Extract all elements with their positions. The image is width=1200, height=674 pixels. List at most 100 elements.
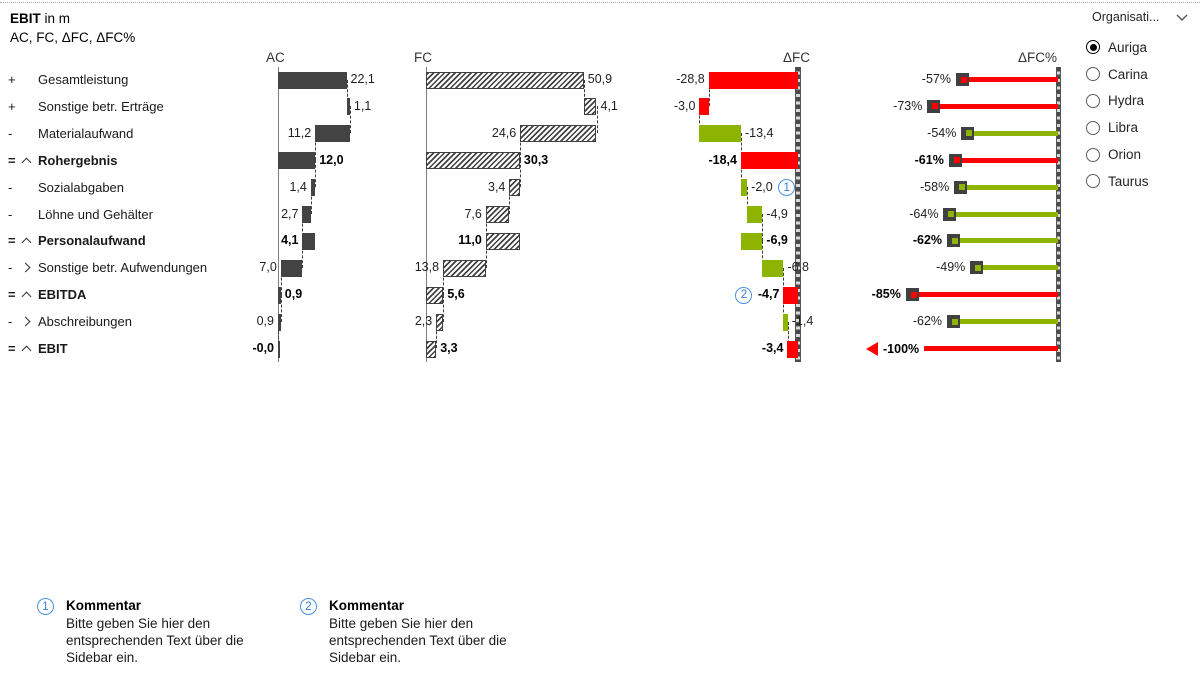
waterfall-bar-fc-gesamtleistung[interactable] bbox=[426, 71, 584, 89]
slicer-item-hydra[interactable]: Hydra bbox=[1086, 88, 1196, 115]
waterfall-bar-ac-materialaufwand[interactable] bbox=[315, 125, 350, 143]
slicer-item-libra[interactable]: Libra bbox=[1086, 114, 1196, 141]
waterfall-bar-dfc-personalaufwand[interactable] bbox=[740, 232, 763, 250]
waterfall-bar-ac-sozialabgaben[interactable] bbox=[310, 179, 316, 197]
slicer-item-auriga[interactable]: Auriga bbox=[1086, 34, 1196, 61]
connector-line bbox=[509, 187, 511, 214]
slicer-item-taurus[interactable]: Taurus bbox=[1086, 168, 1196, 195]
waterfall-bar-dfc-abschreibungen[interactable] bbox=[783, 313, 788, 331]
pin-head[interactable] bbox=[905, 288, 919, 302]
waterfall-bar-fc-sonstige-betr-ertr-ge[interactable] bbox=[583, 98, 597, 116]
radio-selected-icon[interactable] bbox=[1086, 40, 1100, 55]
pin-head[interactable] bbox=[943, 207, 957, 221]
pin-line-sonstige-betr-ertr-ge[interactable] bbox=[933, 103, 1058, 109]
waterfall-bar-fc-sonstige-betr-aufwendungen[interactable] bbox=[443, 259, 486, 277]
pct-pin-ebit[interactable]: -100% bbox=[866, 340, 1058, 357]
pin-head[interactable] bbox=[955, 73, 969, 86]
row-operator: + bbox=[8, 98, 16, 114]
chevron-right-icon[interactable] bbox=[20, 316, 31, 327]
chevron-up-icon[interactable] bbox=[21, 237, 32, 248]
waterfall-bar-ac-ebit[interactable] bbox=[278, 340, 280, 358]
waterfall-bar-dfc-rohergebnis[interactable] bbox=[740, 152, 798, 170]
pin-line-sonstige-betr-aufwendungen[interactable] bbox=[976, 265, 1058, 271]
waterfall-bar-dfc-materialaufwand[interactable] bbox=[699, 125, 741, 143]
waterfall-bar-ac-sonstige-betr-aufwendungen[interactable] bbox=[280, 259, 303, 277]
pin-head[interactable] bbox=[948, 153, 962, 167]
pin-line-abschreibungen[interactable] bbox=[953, 319, 1058, 325]
waterfall-bar-ac-gesamtleistung[interactable] bbox=[278, 71, 347, 89]
radio-icon[interactable] bbox=[1086, 120, 1100, 135]
chevron-up-icon[interactable] bbox=[21, 345, 32, 356]
pin-head[interactable] bbox=[961, 126, 975, 140]
waterfall-bar-ac-abschreibungen[interactable] bbox=[278, 313, 281, 331]
comment-marker-1-icon[interactable]: 1 bbox=[37, 598, 54, 615]
bar-value-label: -4,9 bbox=[766, 206, 788, 221]
radio-icon[interactable] bbox=[1086, 174, 1100, 189]
comment-marker-2-icon[interactable]: 2 bbox=[300, 598, 317, 615]
bar-value-label: 5,6 bbox=[447, 287, 465, 302]
waterfall-bar-dfc-gesamtleistung[interactable] bbox=[708, 71, 798, 89]
waterfall-bar-fc-personalaufwand[interactable] bbox=[485, 232, 520, 250]
pin-line-sozialabgaben[interactable] bbox=[960, 184, 1058, 190]
chevron-up-icon[interactable] bbox=[21, 291, 32, 302]
pin-head[interactable] bbox=[954, 180, 968, 194]
waterfall-bar-dfc-ebitda[interactable] bbox=[783, 286, 798, 304]
pin-head[interactable] bbox=[927, 99, 941, 113]
row-label-text: Rohergebnis bbox=[38, 152, 118, 168]
pin-line-materialaufwand[interactable] bbox=[967, 130, 1058, 136]
row-label-sonstige-betr-aufwendungen: - Sonstige betr. Aufwendungen bbox=[8, 259, 238, 276]
waterfall-bar-ac-ebitda[interactable] bbox=[278, 286, 281, 304]
row-label-text: EBITDA bbox=[38, 287, 87, 303]
slicer-header[interactable]: Organisati... bbox=[1086, 10, 1196, 28]
waterfall-bar-dfc-sozialabgaben[interactable] bbox=[740, 179, 748, 197]
radio-icon[interactable] bbox=[1086, 67, 1100, 82]
waterfall-bar-dfc-sonstige-betr-aufwendungen[interactable] bbox=[762, 259, 784, 277]
waterfall-bar-dfc-ebit[interactable] bbox=[787, 340, 798, 358]
pin-line-gesamtleistung[interactable] bbox=[961, 77, 1058, 82]
waterfall-bar-ac-sonstige-betr-ertr-ge[interactable] bbox=[346, 98, 350, 116]
waterfall-bar-fc-abschreibungen[interactable] bbox=[436, 313, 444, 331]
slicer-item-carina[interactable]: Carina bbox=[1086, 61, 1196, 88]
waterfall-bar-fc-sozialabgaben[interactable] bbox=[509, 179, 520, 197]
connector-line bbox=[310, 187, 312, 214]
waterfall-bar-ac-l-hne-und-geh-lter[interactable] bbox=[302, 206, 311, 223]
chevron-up-icon[interactable] bbox=[21, 157, 32, 168]
connector-line bbox=[278, 321, 279, 349]
row-label-sozialabgaben: - Sozialabgaben bbox=[8, 179, 238, 196]
bar-value-label: -6,9 bbox=[766, 233, 788, 248]
slicer-panel: Organisati... Auriga Carina Hydra Libra Orio… bbox=[1086, 10, 1196, 195]
waterfall-bar-fc-materialaufwand[interactable] bbox=[520, 125, 597, 143]
chart-comment-marker-1[interactable]: 1 bbox=[778, 179, 796, 197]
pin-line-ebitda[interactable] bbox=[911, 292, 1058, 298]
row-label-text: Sozialabgaben bbox=[38, 179, 125, 195]
pin-head[interactable] bbox=[947, 234, 961, 248]
connector-line bbox=[443, 294, 445, 322]
slicer-item-orion[interactable]: Orion bbox=[1086, 141, 1196, 168]
arrow-left-icon bbox=[866, 341, 878, 356]
row-label-text: Abschreibungen bbox=[38, 314, 132, 330]
connector-line bbox=[596, 106, 598, 134]
row-label-text: EBIT bbox=[38, 341, 68, 356]
chevron-right-icon[interactable] bbox=[20, 262, 31, 273]
waterfall-bar-dfc-sonstige-betr-ertr-ge[interactable] bbox=[699, 98, 709, 116]
waterfall-bar-ac-rohergebnis[interactable] bbox=[278, 152, 316, 170]
radio-icon[interactable] bbox=[1086, 147, 1100, 162]
pin-head[interactable] bbox=[970, 261, 984, 275]
connector-line bbox=[583, 79, 585, 107]
chart-comment-marker-2[interactable]: 2 bbox=[735, 286, 753, 304]
radio-icon[interactable] bbox=[1086, 93, 1100, 108]
waterfall-bar-fc-ebit[interactable] bbox=[426, 340, 437, 358]
bar-value-label: 13,8 bbox=[414, 260, 440, 275]
pin-line-personalaufwand[interactable] bbox=[953, 238, 1058, 244]
pin-line-l-hne-und-geh-lter[interactable] bbox=[949, 211, 1058, 217]
waterfall-bar-fc-l-hne-und-geh-lter[interactable] bbox=[485, 206, 510, 223]
pin-line-rohergebnis[interactable] bbox=[954, 157, 1058, 163]
waterfall-bar-ac-personalaufwand[interactable] bbox=[302, 232, 316, 250]
connector-line bbox=[699, 106, 701, 134]
waterfall-bar-fc-rohergebnis[interactable] bbox=[426, 152, 520, 170]
pin-head[interactable] bbox=[947, 315, 961, 329]
chevron-down-icon[interactable] bbox=[1176, 14, 1188, 22]
waterfall-bar-fc-ebitda[interactable] bbox=[426, 286, 444, 304]
connector-line bbox=[443, 267, 445, 295]
waterfall-bar-dfc-l-hne-und-geh-lter[interactable] bbox=[747, 206, 763, 223]
